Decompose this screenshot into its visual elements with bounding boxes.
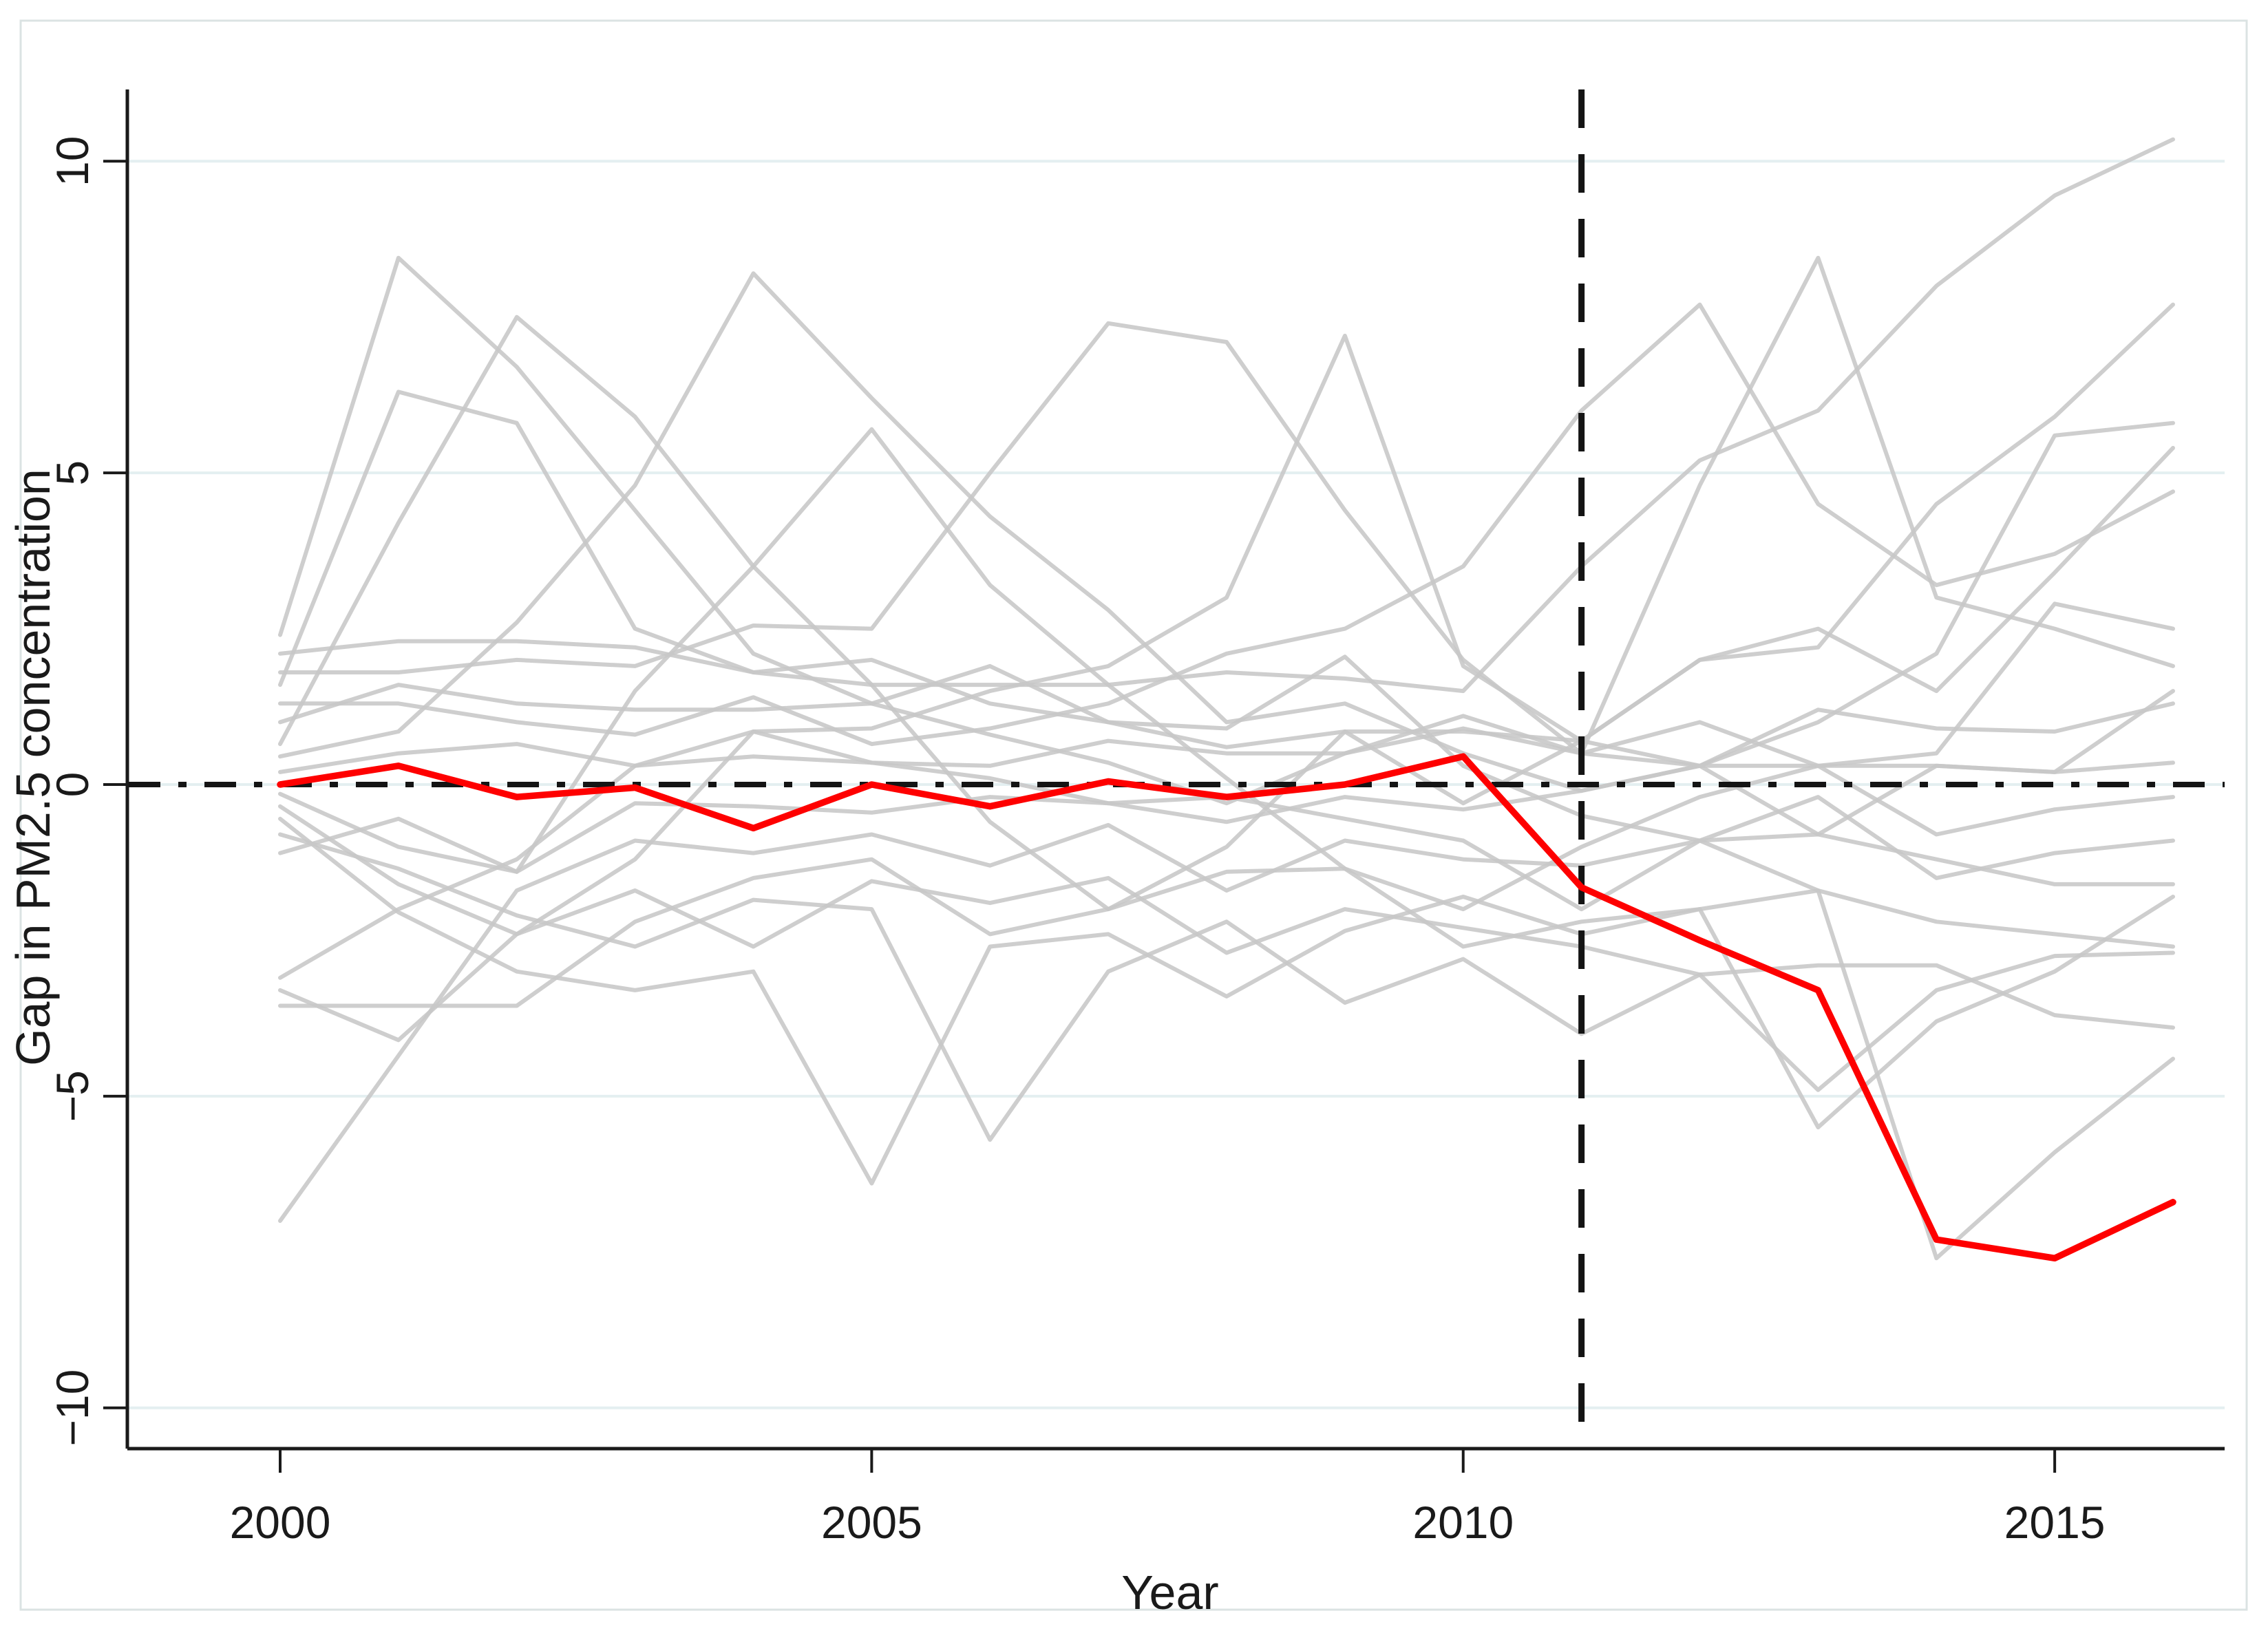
- placebo-07-line: [278, 333, 2175, 937]
- placebo-11-line: [278, 302, 2175, 749]
- placebo-01-line: [278, 255, 2175, 806]
- treated-line: [277, 753, 2176, 1262]
- x-axis-title: Year: [1121, 1566, 1218, 1619]
- y-tick-label-0: 0: [47, 772, 98, 798]
- x-tick-label-2000: 2000: [230, 1497, 331, 1548]
- placebo-08-line: [278, 302, 2175, 747]
- y-tick-label-10: 10: [47, 136, 98, 186]
- reference-lines: [129, 89, 2225, 1449]
- placebo-04-line: [278, 271, 2175, 793]
- placebo-lines: [278, 137, 2175, 1261]
- placebo-05-line: [278, 427, 2175, 912]
- x-tick-label-2010: 2010: [1412, 1497, 1514, 1548]
- placebo-06-line: [278, 321, 2175, 768]
- y-axis-title: Gap in PM2.5 concentration: [6, 469, 60, 1066]
- y-tick-label--5: −5: [47, 1070, 98, 1122]
- y-tick-label--10: −10: [47, 1369, 98, 1447]
- placebo-13-line: [278, 760, 2175, 1223]
- placebo-17-line: [278, 857, 2175, 1130]
- tick-labels: 10 5 0 −5 −10 2000 2005 2010 2015: [47, 136, 2106, 1548]
- axes: [103, 89, 2225, 1473]
- placebo-16-line: [278, 875, 2175, 1092]
- treated-unit-line: [277, 753, 2176, 1262]
- placebo-14-line: [278, 816, 2175, 1186]
- placebo-15-line: [278, 832, 2175, 1142]
- placebo-12-line: [278, 420, 2175, 824]
- x-tick-label-2015: 2015: [2004, 1497, 2106, 1548]
- placebo-10-line: [278, 137, 2175, 694]
- figure-border: [19, 19, 2248, 1611]
- placebo-03-line: [278, 315, 2175, 912]
- y-tick-label-5: 5: [47, 460, 98, 486]
- placebo-02-line: [278, 390, 2175, 880]
- x-tick-label-2005: 2005: [821, 1497, 922, 1548]
